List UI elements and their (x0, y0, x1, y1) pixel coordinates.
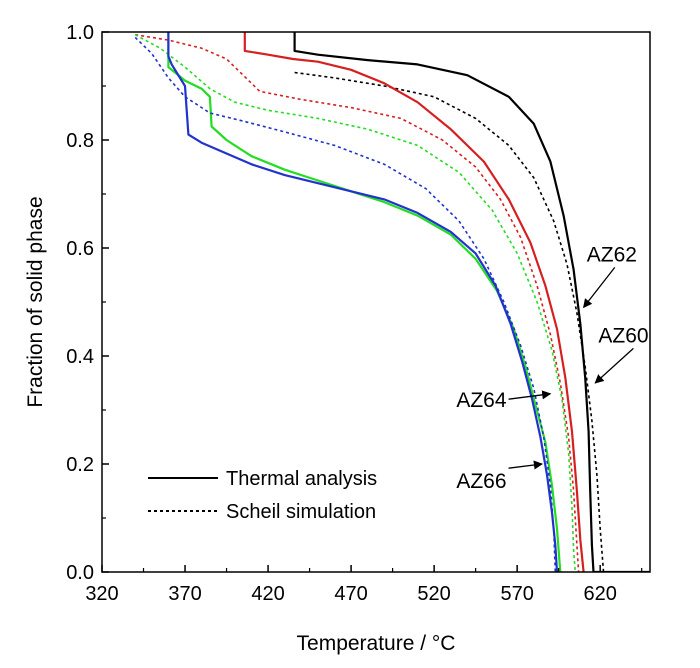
annotation-az64: AZ64 (456, 389, 507, 412)
y-tick-label: 0.6 (66, 238, 94, 260)
annotations-layer: AZ62 AZ60 AZ64 AZ66 (456, 243, 648, 493)
legend-label-thermal: Thermal analysis (226, 468, 377, 490)
x-tick-label: 570 (500, 583, 533, 605)
annotation-az62: AZ62 (587, 243, 637, 266)
legend: Thermal analysis Scheil simulation (148, 468, 377, 523)
y-tick-label: 0.0 (66, 562, 94, 584)
x-tick-label: 370 (168, 583, 201, 605)
ticks-layer: 320 370 420 470 520 570 620 0.0 0.2 0.4 0.6 0.8 1.0 (66, 22, 643, 605)
series-line-az66-thermal (167, 32, 559, 572)
x-tick-label: 620 (583, 583, 616, 605)
series-line-az62-thermal (243, 32, 585, 572)
y-tick-label: 0.2 (66, 454, 94, 476)
series-layer (134, 32, 650, 572)
x-tick-label: 470 (334, 583, 367, 605)
y-tick-label: 0.8 (66, 130, 94, 152)
series-line-az64-thermal (167, 32, 562, 572)
x-tick-label: 320 (85, 583, 118, 605)
annotation-arrow-az62 (583, 267, 616, 309)
series-line-az60-scheil (294, 71, 605, 572)
y-axis-title: Fraction of solid phase (24, 196, 47, 407)
x-axis-title: Temperature / °C (297, 632, 456, 655)
series-line-az66-scheil (134, 36, 557, 572)
annotation-arrow-az64 (508, 390, 552, 400)
series-line-az60-thermal (293, 32, 650, 572)
annotation-arrow-az60 (594, 347, 634, 384)
series-line-az64-scheil (134, 33, 577, 572)
x-tick-label: 420 (251, 583, 284, 605)
y-tick-label: 0.4 (66, 346, 94, 368)
series-line-az62-scheil (135, 33, 580, 572)
annotation-az66: AZ66 (456, 470, 506, 493)
legend-label-scheil: Scheil simulation (226, 501, 376, 523)
y-tick-label: 1.0 (66, 22, 94, 44)
x-tick-label: 520 (417, 583, 450, 605)
annotation-arrow-az66 (508, 460, 543, 470)
annotation-az60: AZ60 (598, 324, 648, 347)
